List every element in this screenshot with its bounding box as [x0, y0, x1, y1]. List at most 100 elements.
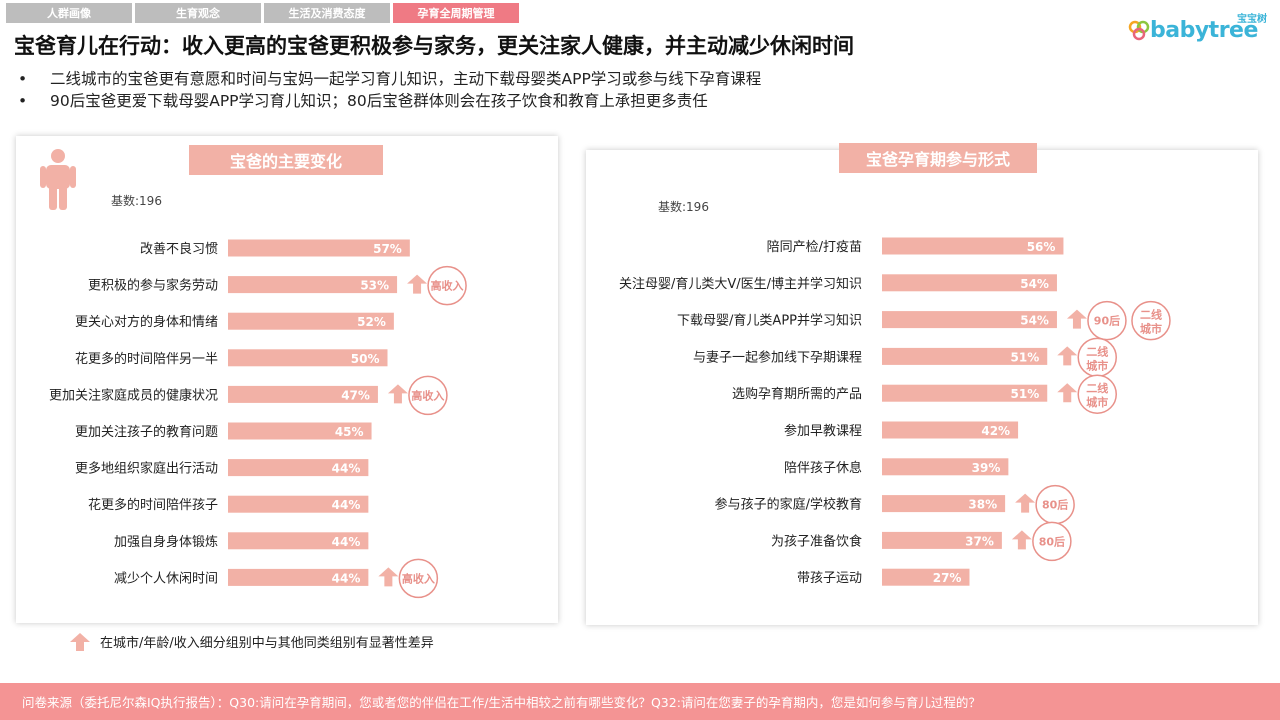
legend-text: 在城市/年龄/收入细分组别中与其他同类组别有显著性差异	[100, 636, 434, 651]
value-label: 44%	[332, 535, 361, 549]
value-label: 45%	[335, 425, 364, 439]
source-footer: 问卷来源（委托尼尔森IQ执行报告）：Q30:请问在孕育期间，您或者您的伴侣在工作…	[0, 683, 1280, 720]
finding-text: 二线城市的宝爸更有意愿和时间与宝妈一起学习育儿知识，主动下载母婴类APP学习或参…	[50, 70, 762, 88]
category-label: 更加关注孩子的教育问题	[75, 424, 218, 440]
badge-text: 二线	[1086, 381, 1108, 395]
category-label: 加强自身身体锻炼	[114, 534, 218, 550]
bar	[882, 495, 1006, 513]
bar	[882, 311, 1057, 329]
significance-badge	[398, 558, 439, 599]
up-arrow-icon	[378, 567, 399, 587]
badge-text: 高收入	[402, 571, 435, 585]
badge-text: 高收入	[431, 279, 464, 293]
badge-text: 城市	[1086, 395, 1108, 409]
bar	[228, 349, 388, 367]
category-label: 花更多的时间陪伴另一半	[75, 351, 218, 367]
tab-fertility-views[interactable]: 生育观念	[135, 3, 261, 23]
finding-item: • 二线城市的宝爸更有意愿和时间与宝妈一起学习育儿知识，主动下载母婴类APP学习或…	[18, 70, 762, 88]
bar	[882, 237, 1064, 255]
significance-badge	[1131, 300, 1171, 341]
legend: 在城市/年龄/收入细分组别中与其他同类组别有显著性差异	[70, 632, 434, 651]
category-label: 陪同产检/打疫苗	[767, 239, 862, 255]
category-label: 选购孕育期所需的产品	[732, 386, 862, 402]
value-label: 42%	[981, 424, 1010, 438]
category-label: 更关心对方的身体和情绪	[75, 314, 218, 330]
up-arrow-icon	[1066, 309, 1087, 329]
right-chart-title: 宝爸孕育期参与形式	[839, 143, 1037, 173]
badge-text: 二线	[1140, 308, 1162, 322]
up-arrow-icon	[70, 632, 90, 651]
bar	[882, 458, 1009, 476]
category-label: 参加早教课程	[784, 423, 862, 439]
bar	[228, 385, 378, 403]
value-label: 47%	[341, 388, 370, 402]
badge-text: 90后	[1094, 314, 1120, 328]
bar	[228, 239, 410, 257]
bar	[228, 312, 394, 330]
value-label: 51%	[1011, 387, 1040, 401]
tab-lifestyle[interactable]: 生活及消费态度	[264, 3, 390, 23]
category-label: 陪伴孩子休息	[784, 460, 862, 476]
value-label: 39%	[972, 461, 1001, 475]
category-label: 更积极的参与家务劳动	[88, 278, 218, 294]
value-label: 44%	[332, 498, 361, 512]
value-label: 57%	[373, 242, 402, 256]
bar	[228, 495, 369, 513]
bar	[882, 384, 1048, 402]
page-title: 宝爸育儿在行动：收入更高的宝爸更积极参与家务，更关注家人健康，并主动减少休闲时间	[14, 34, 854, 58]
category-label: 更多地组织家庭出行活动	[75, 461, 218, 477]
value-label: 52%	[357, 315, 386, 329]
bar	[228, 532, 369, 550]
bar	[882, 421, 1019, 439]
value-label: 38%	[968, 498, 997, 512]
bar	[228, 568, 369, 586]
category-label: 带孩子运动	[797, 571, 862, 586]
category-label: 参与孩子的家庭/学校教育	[715, 497, 862, 513]
logo-wordmark: babytree	[1150, 18, 1258, 43]
up-arrow-icon	[1015, 493, 1036, 513]
left-chart-base: 基数:196	[111, 194, 162, 208]
badge-text: 80后	[1039, 534, 1065, 548]
category-label: 花更多的时间陪伴孩子	[88, 497, 218, 513]
significance-badge	[408, 375, 448, 416]
left-chart-title: 宝爸的主要变化	[189, 145, 383, 175]
value-label: 44%	[332, 462, 361, 476]
badge-text: 二线	[1086, 344, 1108, 358]
bar	[882, 274, 1057, 292]
category-label: 与妻子一起参加线下孕期课程	[693, 349, 862, 365]
finding-text: 90后宝爸更爱下载母婴APP学习育儿知识；80后宝爸群体则会在孩子饮食和教育上承…	[50, 92, 708, 110]
value-label: 54%	[1020, 277, 1049, 291]
tab-parenting-cycle[interactable]: 孕育全周期管理	[393, 3, 519, 23]
right-chart-base: 基数:196	[658, 200, 709, 214]
category-label: 更加关注家庭成员的健康状况	[49, 387, 218, 403]
badge-text: 高收入	[411, 388, 444, 402]
tab-persona[interactable]: 人群画像	[6, 3, 132, 23]
significance-badge	[427, 265, 467, 306]
section-tabs: 人群画像 生育观念 生活及消费态度 孕育全周期管理	[6, 3, 522, 23]
flower-logo-icon	[1128, 20, 1150, 41]
significance-badge	[1077, 374, 1117, 414]
bar	[882, 568, 970, 586]
badge-text: 城市	[1086, 358, 1108, 372]
value-label: 51%	[1011, 350, 1040, 364]
up-arrow-icon	[407, 274, 428, 294]
category-label: 为孩子准备饮食	[771, 533, 862, 549]
person-icon	[40, 149, 76, 210]
significance-badge	[1032, 521, 1072, 562]
logo-chinese: 宝宝树	[1237, 14, 1267, 25]
value-label: 50%	[351, 352, 380, 366]
category-label: 关注母婴/育儿类大V/医生/博主并学习知识	[619, 276, 862, 292]
value-label: 27%	[933, 571, 962, 585]
bar	[882, 531, 1002, 549]
bar	[228, 422, 372, 440]
bar	[228, 276, 398, 294]
badge-text: 城市	[1140, 322, 1162, 336]
finding-item: • 90后宝爸更爱下载母婴APP学习育儿知识；80后宝爸群体则会在孩子饮食和教育上…	[18, 92, 708, 110]
value-label: 54%	[1020, 314, 1049, 328]
value-label: 37%	[965, 534, 994, 548]
up-arrow-icon	[1057, 346, 1078, 366]
value-label: 53%	[360, 279, 389, 293]
bar	[882, 347, 1048, 365]
key-findings: • 二线城市的宝爸更有意愿和时间与宝妈一起学习育儿知识，主动下载母婴类APP学习或…	[18, 67, 761, 111]
